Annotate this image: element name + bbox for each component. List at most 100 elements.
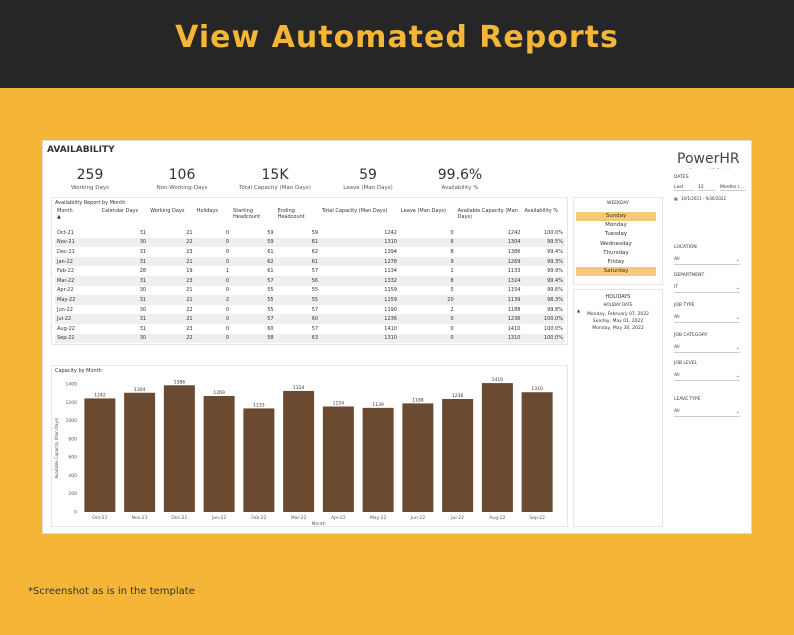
x-tick-label: Feb-22 — [251, 515, 266, 521]
filter-dropdown[interactable]: All ⌄ — [674, 257, 740, 265]
y-tick-label: 200 — [68, 491, 77, 497]
table-cell: Jun-22 — [57, 306, 73, 313]
table-row: Nov-21 30 22 0 59 61 1310 6 1304 99.5% — [55, 237, 565, 248]
banner-title: View Automated Reports — [175, 20, 619, 55]
data-label: 1269 — [213, 390, 225, 396]
x-tick-label: Jul-22 — [450, 515, 464, 521]
table-cell: 55 — [275, 295, 321, 305]
filter-dropdown[interactable]: All ⌄ — [674, 345, 740, 353]
dates-count-input[interactable]: 12 — [698, 185, 716, 191]
filter-dropdown[interactable]: All ⌄ — [674, 315, 740, 323]
table-cell: 8 — [399, 275, 456, 286]
table-cell: 100.0% — [543, 229, 563, 236]
column-header[interactable]: Holidays — [196, 208, 219, 214]
table-cell: Jul-22 — [55, 314, 100, 324]
table-cell: 57 — [231, 275, 276, 286]
bar — [124, 392, 156, 512]
holiday-date-header[interactable]: HOLIDAY DATE — [603, 302, 633, 307]
footnote: *Screenshot as is in the template — [28, 586, 195, 597]
table-cell: 22 — [186, 306, 193, 313]
weekday-item[interactable]: Tuesday — [604, 231, 628, 238]
filter-dropdown[interactable]: IT ⌄ — [674, 285, 740, 293]
table-cell: 99.9% — [547, 268, 563, 275]
table-cell: 98.3% — [522, 295, 565, 305]
table-cell: 1278 — [320, 256, 399, 267]
table-cell: 31 — [99, 275, 149, 286]
table-cell: 55 — [267, 306, 274, 313]
table-cell: 31 — [139, 248, 147, 255]
table-cell: 2 — [194, 295, 232, 305]
table-cell: May-22 — [55, 295, 100, 305]
sort-arrow-icon[interactable]: ▲ — [577, 308, 581, 313]
column-header[interactable]: Month ▲ — [57, 208, 73, 220]
column-header[interactable]: Leave (Man Days) — [401, 208, 446, 214]
column-header[interactable]: Calendar Days — [101, 208, 139, 214]
calendar-icon[interactable]: ▦ — [674, 196, 678, 201]
filter-dropdown[interactable]: All ⌄ — [674, 373, 740, 381]
column-header[interactable]: Starting Headcount — [233, 208, 261, 220]
dates-unit-select[interactable]: Months (... — [720, 185, 746, 191]
table-cell: 1159 — [384, 287, 397, 294]
y-tick-label: 1400 — [66, 382, 78, 388]
data-label: 1133 — [253, 402, 265, 408]
filter-value: IT — [674, 285, 679, 290]
weekday-slicer: WEEKDAY Sunday Monday Tuesday Wednesday Thur… — [573, 197, 663, 285]
column-header[interactable]: Availability % — [524, 208, 559, 214]
table-row: Sep-22 30 22 0 58 63 1310 0 1310 100.0% — [55, 333, 565, 344]
table-row: Jul-22 31 21 0 57 60 1236 0 1236 100.0% — [55, 314, 565, 324]
kpi-value: 106 — [168, 167, 196, 183]
column-header[interactable]: Total Capacity (Man Days) — [322, 208, 388, 214]
table-cell: 99.4% — [522, 275, 565, 286]
weekday-item[interactable]: Monday — [605, 222, 627, 229]
brand-logo: PowerHR — [677, 151, 740, 167]
table-cell: 1242 — [384, 229, 397, 236]
weekday-item[interactable]: Sunday — [576, 212, 656, 221]
kpi-value: 99.6% — [437, 167, 483, 183]
filters-panel: DATES Last 12 Months (... ▦ 10/1/2021 - … — [670, 169, 750, 527]
date-range: 10/1/2021 - 9/30/2022 — [681, 196, 727, 201]
filter-dropdown[interactable]: All ⌄ — [674, 409, 740, 417]
capacity-chart-panel: Capacity by Month 0 200 400 600 800 1000 1200 1… — [51, 365, 568, 527]
table-row: Feb-22 28 19 1 61 57 1134 1 1133 99.9% — [55, 266, 565, 276]
table-cell: 62 — [231, 256, 276, 267]
kpi-label: Working Days — [71, 185, 109, 191]
data-label: 1188 — [412, 397, 424, 403]
data-label: 1324 — [293, 385, 305, 391]
table-cell: 100.0% — [543, 325, 563, 332]
table-cell: 59 — [231, 237, 276, 248]
table-cell: 1236 — [320, 314, 399, 324]
weekday-item[interactable]: Saturday — [576, 267, 656, 276]
table-cell: 0 — [194, 275, 232, 286]
table-cell: 1159 — [320, 295, 399, 305]
weekday-item[interactable]: Wednesday — [600, 240, 632, 247]
data-label: 1310 — [531, 386, 543, 392]
data-label: 1386 — [174, 379, 186, 385]
table-row: Dec-21 31 23 0 61 62 1394 8 1386 99.4% — [55, 247, 565, 257]
table-cell: 99.3% — [522, 256, 565, 267]
dates-period-select[interactable]: Last — [674, 185, 694, 191]
weekday-item[interactable]: Friday — [607, 259, 625, 265]
table-cell: 1236 — [455, 314, 523, 324]
kpi-working-days: 259 Working Days — [35, 167, 145, 191]
weekday-item[interactable]: Thursday — [603, 249, 629, 256]
table-cell: 59 — [267, 229, 274, 236]
table-row: Apr-22 30 21 0 55 55 1159 5 1154 99.6% — [55, 286, 565, 296]
kpi-label: Non-Working-Days — [156, 185, 208, 191]
bar — [402, 403, 434, 512]
y-tick-label: 0 — [74, 510, 77, 516]
data-label: 1154 — [333, 400, 345, 406]
column-header[interactable]: Working Days — [150, 208, 185, 214]
x-tick-label: Jun-22 — [410, 515, 426, 521]
table-cell: Nov-21 — [55, 237, 100, 248]
table-cell: 56 — [275, 275, 321, 286]
kpi-label: Leave (Man Days) — [343, 185, 393, 191]
column-header[interactable]: Ending Headcount — [277, 208, 305, 220]
filter-label: LOCATION — [674, 245, 697, 250]
column-header[interactable]: Available Capacity (Man Days) — [457, 208, 518, 220]
holiday-date: Sunday, May 01, 2022 — [592, 319, 644, 324]
x-tick-label: Jan-22 — [211, 515, 226, 521]
data-label: 1242 — [94, 392, 106, 398]
table-cell: 23 — [186, 325, 193, 332]
table-cell: 55 — [311, 287, 319, 294]
table-cell: 30 — [99, 237, 149, 248]
